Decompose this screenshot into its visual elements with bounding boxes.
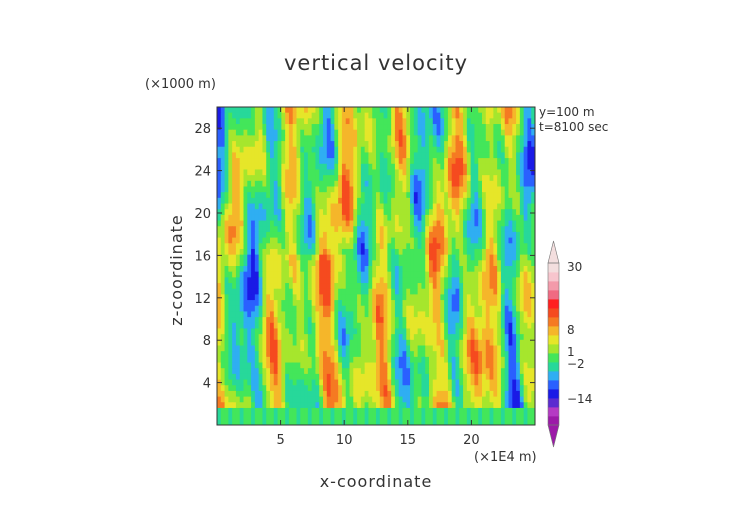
heatmap-field <box>217 107 535 425</box>
y-tick-label-1: 8 <box>203 334 211 349</box>
y-tick-label-5: 24 <box>194 165 211 180</box>
colorbar-swatch-13 <box>548 299 559 309</box>
plot-frame <box>216 106 536 426</box>
x-axis-label: x-coordinate <box>320 472 433 491</box>
colorbar-swatch-0 <box>548 416 559 426</box>
colorbar-swatch-14 <box>548 290 559 300</box>
y-axis: 4 8 12 16 20 24 28 <box>194 122 535 392</box>
colorbar-swatch-17 <box>548 263 559 273</box>
colorbar-swatch-8 <box>548 344 559 354</box>
colorbar-swatch-16 <box>548 272 559 282</box>
colorbar-swatch-3 <box>548 389 559 399</box>
y-tick-label-4: 20 <box>194 207 211 222</box>
y-axis-label: z-coordinate <box>167 214 186 326</box>
annotation-t: t=8100 sec <box>539 120 608 134</box>
y-tick-label-6: 28 <box>194 122 211 137</box>
y-tick-label-2: 12 <box>194 292 211 307</box>
chart-title: vertical velocity <box>284 51 468 75</box>
colorbar-swatch-9 <box>548 335 559 345</box>
y-tick-label-3: 16 <box>194 249 211 264</box>
colorbar: 30 8 1−2 −14 <box>547 240 592 448</box>
colorbar-swatch-11 <box>548 317 559 327</box>
colorbar-swatch-6 <box>548 362 559 372</box>
colorbar-swatch-4 <box>548 380 559 390</box>
colorbar-label-3: −2 <box>567 357 585 371</box>
y-tick-label-0: 4 <box>203 377 211 392</box>
x-tick-label-2: 15 <box>400 433 417 448</box>
x-unit-label: (×1E4 m) <box>474 450 537 465</box>
colorbar-swatch-12 <box>548 308 559 318</box>
colorbar-swatch-5 <box>548 371 559 381</box>
colorbar-swatch-2 <box>548 398 559 408</box>
x-tick-label-0: 5 <box>276 433 284 448</box>
colorbar-label-0: 30 <box>567 260 582 274</box>
y-unit-label: (×1000 m) <box>145 77 216 92</box>
colorbar-label-4: −14 <box>567 392 592 406</box>
x-axis: 5 10 15 20 <box>276 107 480 448</box>
x-tick-label-3: 20 <box>463 433 480 448</box>
colorbar-swatch-7 <box>548 353 559 363</box>
x-tick-label-1: 10 <box>336 433 353 448</box>
colorbar-extend-top <box>547 240 560 264</box>
colorbar-label-2: 1 <box>567 345 575 359</box>
colorbar-swatch-1 <box>548 407 559 417</box>
colorbar-swatch-10 <box>548 326 559 336</box>
colorbar-frame <box>547 262 560 426</box>
colorbar-swatch-15 <box>548 281 559 291</box>
colorbar-extend-bottom <box>547 424 560 448</box>
colorbar-label-1: 8 <box>567 323 575 337</box>
annotation-y: y=100 m <box>539 105 595 119</box>
